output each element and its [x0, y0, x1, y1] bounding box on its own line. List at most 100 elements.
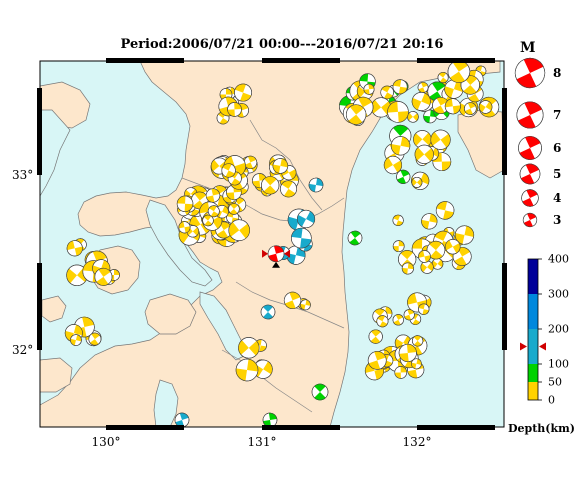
event-beachball: [390, 136, 411, 156]
event-beachball: [445, 238, 461, 255]
event-beachball: [392, 214, 404, 226]
frame-bar-left: [37, 263, 42, 350]
event-beachball: [291, 227, 312, 249]
frame-bar-right: [502, 88, 507, 175]
event-beachball: [253, 359, 273, 379]
frame-bar-bottom: [417, 425, 495, 430]
map-frame-ticks: [37, 58, 507, 430]
event-beachball: [423, 109, 437, 124]
magnitude-label-5: 5: [553, 167, 562, 181]
event-beachball: [235, 358, 259, 382]
event-beachball: [283, 291, 302, 309]
event-beachball: [403, 309, 415, 321]
event-beachball: [464, 102, 477, 115]
magnitude-legend-header: M: [520, 40, 536, 56]
depth-bar-frame: [527, 258, 539, 401]
depth-label-0: 0: [548, 393, 555, 407]
sea-bays: [40, 109, 245, 427]
frame-bar-bottom: [106, 425, 184, 430]
event-beachball: [376, 315, 389, 328]
event-beachball: [228, 219, 250, 241]
event-beachball: [238, 337, 260, 359]
frame-bar-top: [262, 58, 340, 63]
event-beachball: [444, 79, 464, 99]
depth-marker-left: [520, 342, 527, 351]
depth-color-band: [528, 329, 538, 364]
event-beachball: [202, 214, 214, 227]
event-beachball: [66, 240, 83, 257]
event-beachball: [367, 351, 387, 370]
event-beachball: [411, 176, 423, 188]
depth-label-300: 300: [548, 287, 569, 301]
depth-color-band: [528, 382, 538, 400]
depth-legend: [520, 258, 546, 401]
event-beachball: [447, 61, 471, 83]
sea-ariake-bay: [145, 199, 213, 287]
event-beachball: [261, 176, 280, 195]
event-beachball: [432, 97, 450, 114]
event-beachball: [401, 262, 414, 275]
prefecture-boundary: [181, 177, 345, 223]
event-beachball: [363, 83, 375, 95]
depth-label-50: 50: [548, 375, 562, 389]
event-beachball: [94, 267, 113, 286]
event-beachball: [418, 250, 431, 263]
event-beachball: [478, 100, 493, 114]
event-beachball: [280, 180, 297, 198]
frame-bar-bottom: [262, 425, 340, 430]
event-beachball: [383, 155, 403, 175]
event-beachball: [394, 366, 408, 379]
main-shock-beachball: [267, 245, 285, 263]
event-beachball: [308, 177, 324, 193]
event-beachball: [421, 213, 438, 230]
event-beachball: [392, 240, 405, 253]
event-beachball: [260, 304, 276, 320]
lon-tick-131: 131°: [247, 435, 277, 449]
frame-bar-right: [502, 263, 507, 350]
event-beachball: [380, 85, 394, 100]
frame-bar-top: [106, 58, 184, 63]
event-beachball: [345, 104, 367, 125]
magnitude-label-6: 6: [553, 141, 562, 155]
sea-yatsushiro-bay: [199, 291, 245, 361]
magnitude-label-3: 3: [553, 213, 562, 227]
lon-tick-130: 130°: [91, 435, 121, 449]
event-beachball: [347, 230, 363, 246]
event-beachball: [398, 343, 417, 362]
event-beachball: [411, 335, 424, 347]
event-beachball: [311, 383, 329, 401]
event-beachball: [207, 205, 220, 218]
event-beachball: [407, 111, 419, 123]
lat-tick-33: 33°: [12, 168, 34, 182]
sea-kagoshima-bay: [153, 379, 179, 427]
prefecture-boundary: [221, 349, 313, 413]
event-beachball: [417, 81, 429, 93]
magnitude-symbol-7: [516, 101, 544, 129]
magnitude-label-7: 7: [553, 108, 562, 122]
magnitude-symbol-3: [522, 212, 538, 228]
earthquake-events: [64, 61, 500, 427]
event-beachball: [243, 155, 258, 170]
event-beachball: [297, 209, 316, 229]
event-beachball: [435, 201, 455, 220]
magnitude-legend: [514, 57, 546, 228]
event-beachball: [414, 144, 434, 164]
event-beachball: [411, 92, 431, 111]
event-beachball: [392, 79, 408, 95]
main-shock-marker-right: [284, 249, 291, 258]
event-beachball: [426, 240, 446, 260]
lat-tick-32: 32°: [12, 343, 34, 357]
event-beachball: [234, 83, 252, 102]
magnitude-symbol-8: [514, 57, 546, 89]
event-beachball: [228, 203, 240, 215]
event-beachball: [205, 188, 221, 203]
depth-label-100: 100: [548, 357, 569, 371]
magnitude-symbol-6: [518, 136, 542, 160]
magnitude-label-4: 4: [553, 191, 562, 205]
event-beachball: [178, 221, 191, 234]
sea-ariake-inner: [40, 109, 71, 197]
event-beachball: [420, 260, 434, 274]
event-beachball: [437, 72, 449, 84]
main-shock-marker-bottom: [272, 261, 281, 268]
